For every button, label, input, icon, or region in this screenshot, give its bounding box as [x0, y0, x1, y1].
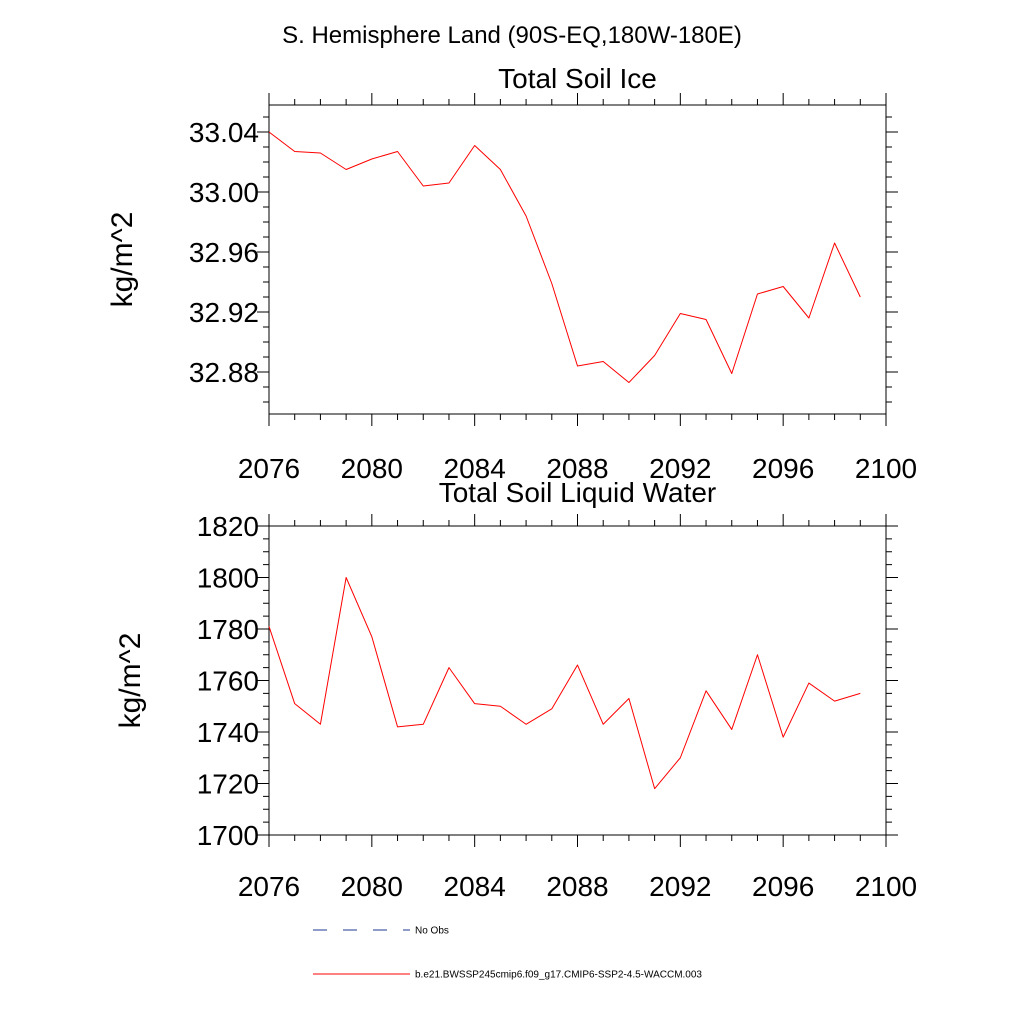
- x-tick-label: 2080: [341, 453, 403, 484]
- x-tick-label: 2076: [238, 871, 300, 902]
- plot-frame: [269, 526, 886, 835]
- figure-title: S. Hemisphere Land (90S-EQ,180W-180E): [282, 22, 742, 49]
- legend: No Obs b.e21.BWSSP245cmip6.f09_g17.CMIP6…: [313, 926, 702, 981]
- series-line: [269, 132, 860, 383]
- y-tick-label: 32.88: [189, 357, 259, 388]
- panel-total-soil-liquid-water: Total Soil Liquid Water 2076 2080 2084 2088 2…: [114, 477, 917, 902]
- series-line: [269, 578, 860, 789]
- x-tick-label: 2096: [752, 453, 814, 484]
- x-tick-label: 2096: [752, 871, 814, 902]
- x-tick-label: 2076: [238, 453, 300, 484]
- y-axis-label: kg/m^2: [114, 633, 147, 729]
- panel-title: Total Soil Ice: [498, 63, 657, 94]
- panel-title: Total Soil Liquid Water: [439, 477, 717, 508]
- y-tick-label: 1780: [197, 614, 259, 645]
- y-axis-label: kg/m^2: [106, 212, 139, 308]
- plot-frame: [269, 105, 886, 414]
- y-tick-label: 33.04: [189, 117, 259, 148]
- legend-model-label: b.e21.BWSSP245cmip6.f09_g17.CMIP6-SSP2-4…: [415, 970, 702, 981]
- x-tick-label: 2080: [341, 871, 403, 902]
- y-tick-label: 1740: [197, 717, 259, 748]
- y-tick-label: 1820: [197, 511, 259, 542]
- y-tick-label: 32.92: [189, 297, 259, 328]
- y-tick-label: 32.96: [189, 237, 259, 268]
- y-tick-label: 1760: [197, 666, 259, 697]
- x-tick-label: 2084: [444, 871, 506, 902]
- x-tick-label: 2092: [649, 871, 711, 902]
- legend-obs-label: No Obs: [415, 926, 449, 937]
- y-tick-label: 1700: [197, 820, 259, 851]
- y-tick-label: 33.00: [189, 177, 259, 208]
- x-tick-label: 2100: [855, 871, 917, 902]
- x-tick-label: 2100: [855, 453, 917, 484]
- y-tick-label: 1800: [197, 563, 259, 594]
- y-tick-label: 1720: [197, 769, 259, 800]
- x-tick-label: 2088: [546, 871, 608, 902]
